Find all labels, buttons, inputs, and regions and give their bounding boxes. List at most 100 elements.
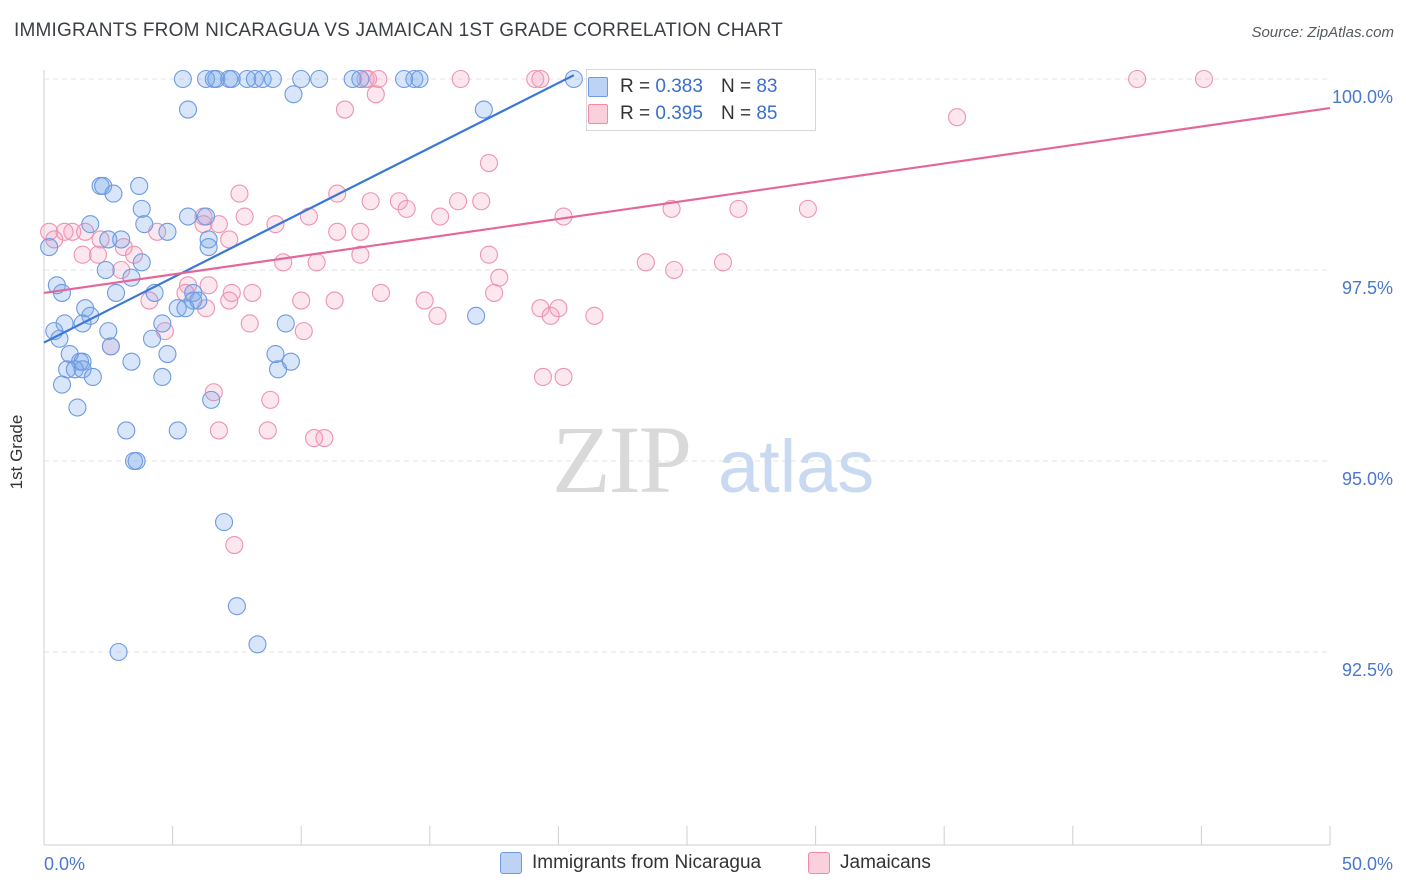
nicaragua-point — [310, 69, 329, 89]
nicaragua-point — [99, 322, 118, 341]
legend-label: Immigrants from Nicaragua — [532, 852, 762, 873]
stats-row-nicaragua: R = 0.383 N = 83 — [587, 74, 777, 100]
jamaicans-point — [235, 207, 254, 226]
jamaicans-point — [485, 283, 504, 302]
nicaragua-point — [292, 69, 311, 89]
nicaragua-point — [73, 352, 92, 371]
jamaicans-point — [240, 314, 259, 333]
jamaicans-point — [713, 253, 733, 272]
nicaragua-point — [132, 199, 151, 218]
r-value: 0.395 — [655, 103, 703, 124]
nicaragua-point — [178, 207, 198, 226]
jamaicans-point — [73, 245, 92, 264]
jamaicans-point — [369, 69, 388, 89]
nicaragua-point — [222, 69, 241, 89]
r-label: R = — [620, 103, 651, 124]
jamaicans-point — [351, 222, 370, 241]
nicaragua-point — [73, 360, 92, 379]
jamaicans-point — [554, 367, 573, 387]
nicaragua-point — [101, 337, 120, 356]
nicaragua-point — [266, 344, 285, 364]
jamaicans-point — [798, 199, 817, 218]
jamaicans-point — [356, 69, 375, 89]
nicaragua-point — [168, 299, 187, 318]
nicaragua-points — [40, 69, 583, 662]
nicaragua-point — [214, 513, 234, 532]
gridlines — [44, 78, 1330, 653]
jamaicans-point — [294, 322, 313, 341]
jamaicans-point — [258, 421, 277, 440]
nicaragua-point — [173, 69, 192, 89]
jamaicans-point — [636, 253, 655, 272]
jamaicans-point — [55, 222, 74, 241]
jamaicans-point — [220, 291, 239, 310]
jamaicans-point — [451, 69, 470, 89]
jamaicans-swatch — [808, 852, 830, 874]
jamaicans-point — [292, 291, 311, 310]
jamaicans-point — [225, 535, 244, 555]
nicaragua-point — [117, 421, 136, 440]
y-tick-label: 95.0% — [1342, 469, 1393, 489]
nicaragua-point — [395, 69, 414, 89]
nicaragua-point — [65, 360, 84, 379]
jamaicans-point — [541, 306, 560, 325]
trend-lines — [43, 74, 1331, 344]
nicaragua-point — [207, 69, 226, 89]
jamaicans-point — [91, 230, 110, 249]
nicaragua-point — [467, 306, 486, 325]
nicaragua-point — [253, 69, 272, 89]
nicaragua-point — [142, 329, 162, 348]
nicaragua-point — [94, 176, 113, 196]
nicaragua-point — [248, 635, 267, 654]
stats-box: R = 0.383 N = 83 R = 0.395 N = 85 — [586, 69, 816, 131]
nicaragua-point — [106, 283, 126, 302]
axes — [43, 70, 1331, 846]
jamaicans-point — [124, 245, 144, 264]
r-label: R = — [620, 76, 651, 97]
legend-item-jamaicans[interactable]: Jamaicans — [808, 852, 931, 874]
jamaicans-point — [325, 291, 344, 310]
n-label: N = — [720, 76, 752, 97]
nicaragua-point — [40, 238, 59, 257]
jamaicans-point — [490, 268, 509, 287]
nicaragua-point — [158, 222, 177, 241]
n-value: 85 — [756, 103, 778, 124]
jamaicans-point — [549, 299, 568, 318]
jamaicans-point — [449, 192, 468, 211]
n-label: N = — [720, 103, 752, 124]
jamaicans-point — [526, 69, 545, 89]
nicaragua-point — [52, 283, 72, 302]
watermark-atlas: atlas — [718, 425, 874, 508]
jamaicans-point — [397, 199, 416, 218]
y-tick-label: 97.5% — [1342, 278, 1393, 298]
jamaicans-point — [361, 192, 380, 211]
nicaragua-point — [122, 268, 141, 287]
nicaragua-swatch — [588, 77, 608, 97]
r-value: 0.383 — [655, 76, 703, 97]
nicaragua-point — [127, 451, 146, 471]
jamaicans-point — [274, 253, 293, 272]
y-tick-label: 100.0% — [1332, 87, 1393, 107]
nicaragua-point — [351, 69, 370, 89]
legend-item-nicaragua[interactable]: Immigrants from Nicaragua — [500, 852, 761, 874]
jamaicans-point — [479, 153, 499, 173]
jamaicans-point — [479, 245, 499, 264]
jamaicans-point — [199, 276, 218, 295]
nicaragua-point — [238, 69, 257, 89]
jamaicans-trend-line — [43, 106, 1331, 295]
legend: Immigrants from Nicaragua Jamaicans — [0, 852, 1406, 878]
nicaragua-point — [104, 184, 123, 203]
jamaicans-swatch — [588, 104, 608, 124]
chart-title: IMMIGRANTS FROM NICARAGUA VS JAMAICAN 1S… — [14, 20, 783, 41]
nicaragua-point — [184, 291, 203, 310]
jamaicans-point — [431, 207, 450, 226]
nicaragua-point — [96, 260, 115, 280]
nicaragua-point — [178, 100, 198, 119]
nicaragua-point — [196, 69, 216, 89]
jamaicans-point — [472, 192, 491, 211]
jamaicans-point — [665, 260, 684, 280]
jamaicans-point — [209, 421, 228, 440]
watermark-zip: ZIP — [552, 406, 690, 513]
x-tick-label: 50.0% — [1342, 854, 1393, 874]
